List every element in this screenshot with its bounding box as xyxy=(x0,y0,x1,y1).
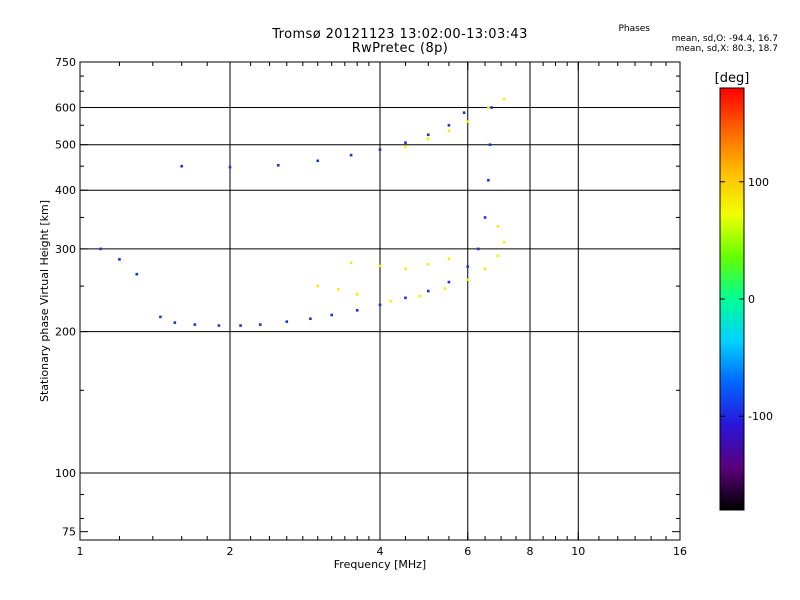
y-tick-label: 100 xyxy=(55,467,76,480)
data-point-x xyxy=(355,293,359,296)
data-point-o xyxy=(462,111,466,114)
data-point-x xyxy=(466,120,470,123)
data-point-o xyxy=(477,247,480,251)
data-point-o xyxy=(349,153,353,157)
data-point-o xyxy=(239,324,242,327)
x-tick-label: 1 xyxy=(77,545,84,558)
data-point-o xyxy=(490,106,493,109)
data-point-o xyxy=(378,303,382,307)
x-tick-label: 8 xyxy=(527,545,534,558)
data-point-o xyxy=(258,323,262,326)
data-point-x xyxy=(483,267,487,271)
data-point-o xyxy=(488,143,492,147)
x-tick-label: 6 xyxy=(464,545,471,558)
data-point-x xyxy=(487,106,490,109)
data-point-o xyxy=(330,313,334,317)
colorbar: -100 0 100 [deg] xyxy=(715,71,773,511)
x-tick-label: 2 xyxy=(227,545,234,558)
data-point-x xyxy=(443,287,447,290)
data-point-x xyxy=(502,240,506,244)
colorbar-label: [deg] xyxy=(715,71,750,86)
data-point-o xyxy=(316,159,320,163)
y-tick-label: 400 xyxy=(55,184,76,197)
data-point-x xyxy=(447,129,451,133)
legend-title: Phases xyxy=(618,24,650,34)
data-point-x xyxy=(496,254,500,258)
data-point-x xyxy=(426,263,430,266)
data-point-o xyxy=(135,272,139,276)
data-point-x xyxy=(404,145,407,149)
data-point-o xyxy=(118,258,121,261)
data-point-x xyxy=(418,294,421,298)
data-point-o xyxy=(426,289,430,293)
data-point-o xyxy=(355,309,359,312)
y-tick-label: 500 xyxy=(55,139,76,152)
data-point-x xyxy=(496,225,500,228)
data-point-x xyxy=(466,278,470,281)
x-tick-label: 16 xyxy=(673,545,687,558)
y-tick-label: 600 xyxy=(55,102,76,115)
legend-line-x: mean, sd,X: 80.3, 18.7 xyxy=(675,44,778,54)
data-point-o xyxy=(228,165,232,169)
colorbar-tick-label: -100 xyxy=(748,410,773,423)
data-point-o xyxy=(483,216,487,219)
y-tick-label: 300 xyxy=(55,243,76,256)
y-axis-label: Stationary phase Virtual Height [km] xyxy=(38,200,51,402)
data-point-o xyxy=(447,123,451,127)
chart-title: Tromsø 20121123 13:02:00-13:03:43 xyxy=(272,27,528,42)
data-points xyxy=(99,97,506,327)
data-point-o xyxy=(193,323,197,326)
y-tick-label: 200 xyxy=(55,326,76,339)
colorbar-tick-label: 0 xyxy=(748,293,755,306)
data-point-o xyxy=(466,265,470,268)
data-point-o xyxy=(159,315,162,319)
data-point-x xyxy=(404,267,407,271)
data-point-x xyxy=(378,264,382,268)
data-point-o xyxy=(404,141,407,144)
data-point-x xyxy=(316,284,320,288)
data-point-o xyxy=(404,296,407,300)
data-point-o xyxy=(276,163,280,167)
data-point-x xyxy=(337,288,340,291)
data-point-o xyxy=(285,320,289,323)
data-point-o xyxy=(309,317,312,321)
x-axis-label: Frequency [MHz] xyxy=(334,558,426,571)
grid-lines xyxy=(80,62,680,540)
data-point-x xyxy=(502,97,506,101)
colorbar-tick-label: 100 xyxy=(748,176,769,189)
y-tick-label: 75 xyxy=(62,526,76,539)
data-point-x xyxy=(349,261,353,265)
y-tick-label: 750 xyxy=(55,56,76,69)
data-point-o xyxy=(99,247,102,251)
data-point-o xyxy=(378,148,382,151)
data-point-o xyxy=(180,164,184,168)
legend-line-o: mean, sd,O: -94.4, 16.7 xyxy=(671,34,778,44)
data-point-x xyxy=(389,300,392,303)
x-tick-label: 4 xyxy=(377,545,384,558)
data-point-o xyxy=(487,178,490,182)
data-point-x xyxy=(447,257,451,260)
data-point-o xyxy=(217,324,221,327)
data-point-o xyxy=(173,321,177,324)
chart-subtitle: RwPretec (8p) xyxy=(351,41,449,56)
data-point-o xyxy=(426,133,430,137)
axes: 1 2 4 6 8 10 16 75 100 200 300 400 500 600 750 Frequenc… xyxy=(38,56,687,571)
data-point-x xyxy=(426,137,430,140)
x-tick-label: 10 xyxy=(571,545,585,558)
data-point-o xyxy=(447,280,451,284)
